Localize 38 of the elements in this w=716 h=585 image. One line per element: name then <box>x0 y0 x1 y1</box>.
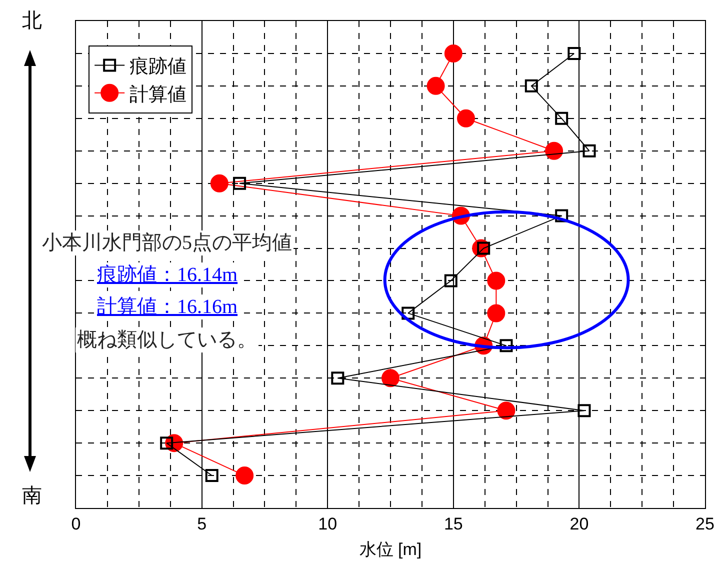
text: 南 <box>22 485 42 507</box>
annotation: 概ね類似している。 <box>77 329 257 351</box>
point <box>524 79 538 92</box>
x-tick-label: 20 <box>570 514 589 534</box>
point <box>497 402 516 420</box>
point <box>456 109 475 128</box>
legend-label: 痕跡値 <box>130 56 187 78</box>
point <box>444 274 458 288</box>
point <box>382 369 400 388</box>
annotation: 計算値：16.16m <box>97 296 238 318</box>
x-tick-label: 25 <box>696 514 714 534</box>
point <box>568 46 581 60</box>
point <box>331 372 344 385</box>
point <box>160 436 174 450</box>
legend-label: 計算値 <box>130 84 187 106</box>
point <box>582 144 596 158</box>
annotation: 痕跡値：16.14m <box>97 264 238 286</box>
point <box>210 174 228 192</box>
x-tick-label: 5 <box>197 514 207 534</box>
point <box>205 469 218 482</box>
text: 北 <box>22 10 42 32</box>
point <box>555 209 568 222</box>
point <box>444 44 462 62</box>
point <box>426 76 445 95</box>
x-tick-label: 10 <box>318 514 338 534</box>
x-tick-label: 15 <box>444 514 463 534</box>
point <box>487 304 506 322</box>
point <box>236 466 254 485</box>
point <box>545 142 564 160</box>
annotation: 小本川水門部の5点の平均値 <box>42 232 292 254</box>
point <box>555 112 568 125</box>
x-axis-title: 水位 [m] <box>359 540 422 559</box>
x-tick-label: 0 <box>71 514 81 534</box>
point <box>500 339 513 352</box>
point <box>578 404 591 418</box>
point <box>402 306 415 320</box>
point <box>233 176 246 190</box>
point <box>487 272 506 290</box>
